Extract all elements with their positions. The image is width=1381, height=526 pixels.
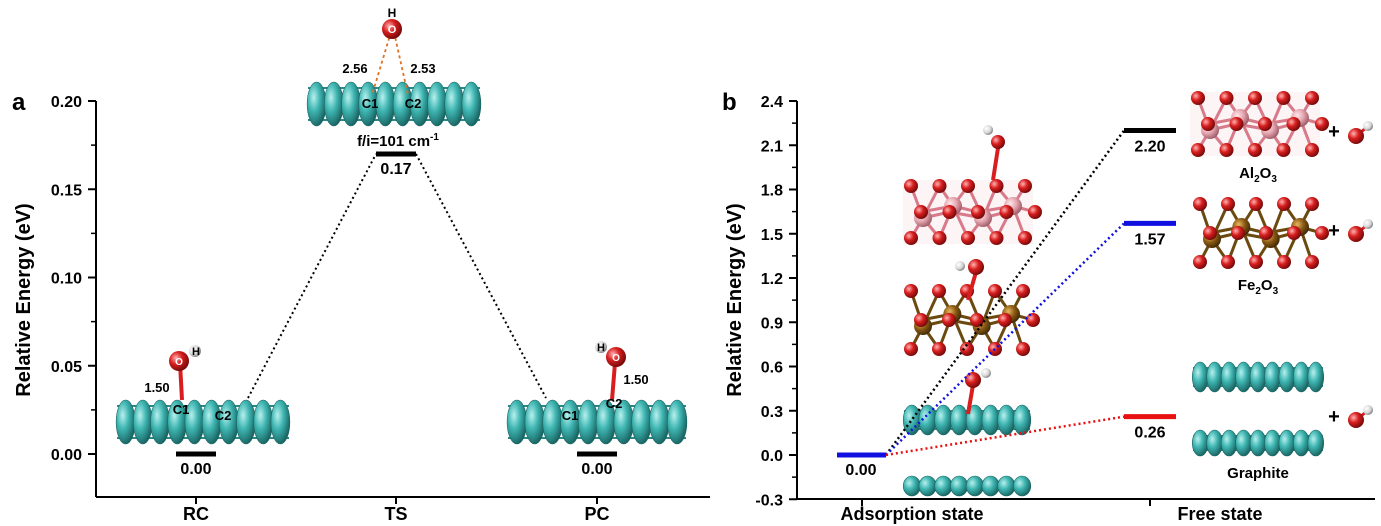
panel-a-connector	[415, 153, 547, 399]
rc-o-atom: O	[175, 357, 183, 368]
panel-b-connector-fe2o3	[885, 222, 1125, 456]
graphite-adsorbed	[902, 368, 1032, 497]
panel-a-xtick-label: RC	[183, 504, 209, 524]
panel-a-ytick-label: 0.20	[51, 94, 82, 111]
rc-molecule: O H 1.50 C1 C2	[115, 345, 291, 445]
panel-a-ytick-label: 0.00	[51, 447, 82, 464]
panel-b-value-label-al2o3: 2.20	[1134, 139, 1165, 156]
panel-a-value-label: 0.00	[180, 461, 211, 478]
panel-a-ytick-label: 0.15	[51, 182, 82, 199]
panel-b-value-label-graphite: 0.26	[1134, 425, 1165, 442]
ts-c1-label: C1	[362, 96, 379, 111]
panel-b-x-ticks: Adsorption state Free state	[840, 499, 1263, 524]
panel-b-connector-graphite	[885, 415, 1125, 457]
panel-a-xtick-label: TS	[384, 504, 407, 524]
panel-b-ytick-label: 1.5	[761, 227, 783, 244]
panel-b-label: b	[722, 89, 737, 116]
panel-a-value-label: 0.00	[581, 461, 612, 478]
panel-b-ytick-label: -0.3	[755, 492, 783, 509]
ts-h-atom: H	[388, 6, 397, 20]
ts-dist-right: 2.53	[410, 61, 435, 76]
fe2o3-slab-free	[1193, 197, 1329, 269]
panel-b-ytick-label: 0.6	[761, 360, 783, 377]
plus-sign-3: +	[1328, 406, 1340, 428]
graphite-slab-free	[1191, 361, 1325, 457]
panel-b-ytick-label: 2.1	[761, 138, 783, 155]
panel-a-value-label: 0.17	[380, 161, 411, 178]
pc-o-atom: O	[612, 353, 620, 364]
al2o3-label: Al2O3	[1239, 165, 1277, 185]
panel-b-ytick-label: 0.9	[761, 315, 783, 332]
fe2o3-adsorbed	[904, 259, 1040, 356]
pc-molecule: O H 1.50 C1 C2	[506, 341, 688, 445]
panel-b-xtick-label: Adsorption state	[840, 504, 983, 524]
pc-dist: 1.50	[623, 372, 648, 387]
panel-b-ytick-label: 1.2	[761, 271, 783, 288]
pc-h-atom: H	[597, 342, 605, 354]
panel-a-ylabel: Relative Energy (eV)	[13, 203, 35, 396]
panel-a-label: a	[12, 89, 26, 116]
pc-c1-label: C1	[562, 408, 579, 423]
rc-c2-label: C2	[215, 408, 232, 423]
panel-a-marks: 0.00 0.17 0.00	[176, 151, 617, 478]
panel-a-x-ticks: RC TS PC	[183, 497, 610, 524]
rc-dist: 1.50	[144, 380, 169, 395]
panel-b-ylabel: Relative Energy (eV)	[724, 203, 746, 396]
panel-b-ytick-label: 1.8	[761, 183, 783, 200]
panel-a-y-ticks: 0.00 0.05 0.10 0.15 0.20	[51, 94, 96, 464]
pc-c2-label: C2	[606, 396, 623, 411]
panel-b-ytick-label: 2.4	[761, 94, 783, 111]
panel-a: a 0.00 0.05 0.10 0.15 0.20 RC TS PC Relative E…	[12, 6, 710, 524]
panel-a-xtick-label: PC	[584, 504, 609, 524]
panel-b-xtick-label: Free state	[1177, 504, 1262, 524]
al2o3-slab-free	[1190, 91, 1329, 157]
rc-c1-label: C1	[173, 402, 190, 417]
panel-b-connector-al2o3	[884, 129, 1126, 456]
ts-dist-left: 2.56	[342, 61, 367, 76]
panel-b-value-label-fe2o3: 1.57	[1134, 231, 1165, 248]
panel-b-ytick-label: 0.3	[761, 404, 783, 421]
ts-o-atom: O	[388, 24, 397, 36]
graphite-label: Graphite	[1227, 465, 1289, 482]
panel-b-start-label: 0.00	[845, 462, 876, 479]
ts-c2-label: C2	[405, 96, 422, 111]
al2o3-adsorbed	[903, 125, 1042, 245]
plus-sign-1: +	[1328, 121, 1340, 143]
panel-a-ytick-label: 0.05	[51, 359, 82, 376]
plus-sign-2: +	[1328, 220, 1340, 242]
panel-b-y-ticks: -0.3 0.0 0.3 0.6 0.9 1.2 1.5 1.8 2.1 2.4	[755, 94, 797, 509]
panel-b-marks: 2.20 1.57 0.26 0.00	[837, 128, 1176, 479]
panel-b: b -0.3 0.0 0.3 0.6 0.9 1.2 1.5 1.8 2.1 2.4 Adsorp…	[722, 89, 1375, 524]
ts-molecule: O H C1 C2 2.56 2.53 f/i=101 cm-1	[306, 6, 482, 150]
fe2o3-label: Fe2O3	[1238, 277, 1279, 297]
oh-free-group: + + +	[1328, 121, 1373, 428]
panel-a-ytick-label: 0.10	[51, 271, 82, 288]
panel-a-connector	[247, 153, 377, 399]
panel-b-ytick-label: 0.0	[761, 448, 783, 465]
rc-h-atom: H	[192, 346, 200, 358]
ts-frequency: f/i=101 cm-1	[357, 132, 439, 150]
